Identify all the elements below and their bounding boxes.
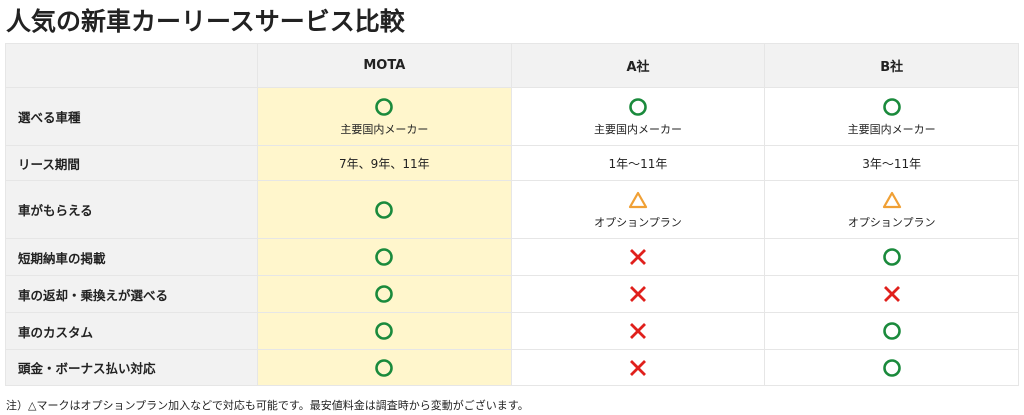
cell-text: 1年〜11年	[608, 156, 668, 171]
table-row: 選べる車種主要国内メーカー 主要国内メーカー 主要国内メーカー	[5, 87, 1019, 146]
table-cell	[510, 349, 766, 386]
table-row: 頭金・ボーナス払い対応	[5, 349, 1019, 386]
circle-icon	[375, 285, 394, 303]
table-row: リース期間 7年、9年、11年 1年〜11年 3年〜11年	[5, 145, 1019, 181]
table-cell: 主要国内メーカー	[764, 87, 1019, 146]
table-row: 短期納車の掲載	[5, 238, 1019, 276]
table-cell: オプションプラン	[510, 180, 766, 239]
column-header: MOTA	[257, 43, 512, 88]
table-cell	[257, 275, 512, 313]
table-cell	[510, 238, 766, 276]
table-cell: 主要国内メーカー	[510, 87, 766, 146]
table-row: 車の返却・乗換えが選べる	[5, 275, 1019, 313]
table-cell	[764, 275, 1019, 313]
cell-text: 主要国内メーカー	[593, 122, 682, 136]
footnote: 注）△マークはオプションプラン加入などで対応も可能です。最安値料金は調査時から変…	[6, 399, 529, 412]
row-label: 頭金・ボーナス払い対応	[5, 349, 258, 386]
table-cell	[257, 238, 512, 276]
column-header: B社	[764, 43, 1019, 88]
table-row: 車がもらえるオプションプラン オプションプラン	[5, 180, 1019, 239]
table-cell	[257, 349, 512, 386]
cross-icon	[629, 323, 646, 339]
table-cell: オプションプラン	[764, 180, 1019, 239]
circle-icon	[375, 322, 394, 340]
cross-icon	[629, 249, 646, 265]
page-title: 人気の新車カーリースサービス比較	[6, 7, 405, 36]
cross-icon	[883, 286, 900, 302]
table-header-row: MOTA A社 B社	[5, 43, 1019, 88]
comparison-table: MOTA A社 B社 選べる車種主要国内メーカー 主要国内メーカー 主要国内メーカーリー…	[5, 43, 1019, 386]
cross-icon	[629, 359, 646, 376]
circle-icon	[375, 248, 394, 266]
row-label: リース期間	[5, 145, 258, 181]
circle-icon	[375, 358, 394, 377]
circle-icon	[629, 97, 647, 116]
table-cell	[764, 238, 1019, 276]
row-label: 短期納車の掲載	[5, 238, 258, 276]
row-label: 車の返却・乗換えが選べる	[5, 275, 258, 313]
row-label: 選べる車種	[5, 87, 258, 146]
table-cell	[510, 312, 766, 350]
table-cell	[764, 312, 1019, 350]
row-label: 車がもらえる	[5, 180, 258, 239]
table-cell	[764, 349, 1019, 386]
cross-icon	[629, 286, 646, 302]
circle-icon	[882, 322, 901, 340]
row-label: 車のカスタム	[5, 312, 258, 350]
column-header: A社	[510, 43, 766, 88]
table-cell	[257, 180, 512, 239]
table-cell: 3年〜11年	[764, 145, 1019, 181]
table-row: 車のカスタム	[5, 312, 1019, 350]
circle-icon	[375, 200, 394, 219]
table-cell: 主要国内メーカー	[257, 87, 512, 146]
table-cell	[510, 275, 766, 313]
cell-text: オプションプラン	[594, 215, 682, 229]
cell-text: 7年、9年、11年	[339, 156, 430, 171]
cell-text: 主要国内メーカー	[847, 122, 936, 136]
table-cell: 7年、9年、11年	[257, 145, 512, 181]
cell-text: 主要国内メーカー	[340, 122, 429, 136]
cell-text: オプションプラン	[847, 215, 936, 229]
cell-text: 3年〜11年	[862, 156, 922, 171]
circle-icon	[882, 248, 901, 266]
table-cell: 1年〜11年	[510, 145, 766, 181]
triangle-icon	[628, 191, 648, 208]
triangle-icon	[882, 191, 901, 208]
circle-icon	[882, 358, 901, 377]
circle-icon	[375, 97, 394, 116]
column-header	[5, 43, 258, 88]
circle-icon	[882, 97, 901, 116]
table-cell	[257, 312, 512, 350]
